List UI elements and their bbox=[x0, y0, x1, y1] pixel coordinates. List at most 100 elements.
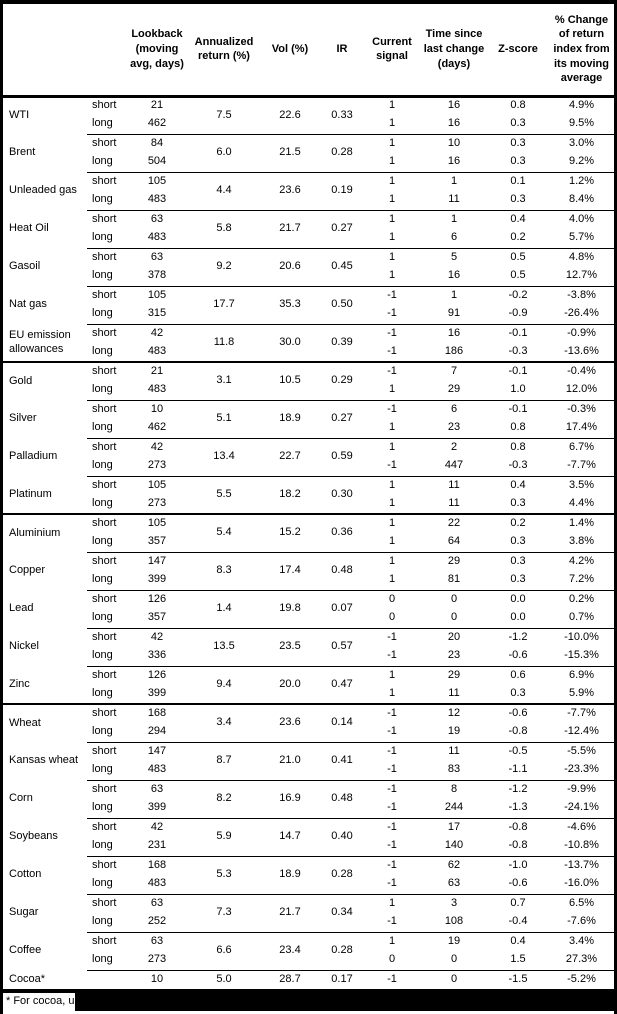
annualized-return-value: 5.4 bbox=[189, 513, 259, 552]
z-score-value: 0.3 bbox=[487, 551, 549, 571]
table-row: long 399 -1 244 -1.3 -24.1% bbox=[3, 799, 614, 818]
lookback-value: 105 bbox=[125, 475, 189, 495]
table-row: Kansas wheat short 147 8.7 21.0 0.41 -1 11 -0.5-… bbox=[3, 741, 614, 780]
lookback-value: 21 bbox=[150, 99, 164, 112]
time-since-value: 64 bbox=[447, 535, 461, 548]
table-row: long 483 1 29 1.0 12.0% bbox=[3, 381, 614, 400]
table-row: long 273 -1 447 -0.3 -7.7% bbox=[3, 457, 614, 476]
table-row: Soybeans short 42 5.9 14.7 0.40 -1 17 -0.8 -4.6% bbox=[3, 817, 614, 856]
leg-label: long bbox=[92, 573, 113, 586]
time-since-value: 244 bbox=[444, 801, 464, 814]
leg-label: short bbox=[87, 665, 125, 685]
pct-change-value: 3.4% bbox=[549, 931, 614, 951]
table-row: long 483 -1 63 -0.6 -16.0% bbox=[3, 875, 614, 894]
commodity-name: Gold bbox=[3, 361, 87, 400]
leg-label: long bbox=[92, 497, 113, 510]
ir-value: 0.41 bbox=[321, 741, 363, 780]
vol-value: 23.6 bbox=[259, 703, 321, 742]
pct-change-value: 9.2% bbox=[568, 155, 595, 168]
lookback-value: 147 bbox=[125, 741, 189, 761]
leg-label: short bbox=[87, 285, 125, 305]
table-row: Copper short 147 8.3 17.4 0.48 1 29 0.3 4.2% bbox=[3, 551, 614, 590]
time-since-value: 11 bbox=[421, 475, 487, 495]
annualized-return-value: 8.7 bbox=[189, 741, 259, 780]
lookback-value: 42 bbox=[125, 817, 189, 837]
col-header-current-signal: Current signal bbox=[363, 4, 421, 98]
z-score-value: 0.2 bbox=[487, 513, 549, 533]
lookback-value: 84 bbox=[125, 133, 189, 153]
leg-label: short bbox=[87, 817, 125, 837]
z-score-value: 0.3 bbox=[487, 133, 549, 153]
time-since-value: 11 bbox=[448, 687, 460, 700]
commodity-name: Corn bbox=[9, 792, 33, 805]
leg-label: short bbox=[87, 399, 125, 419]
ir-value: 0.14 bbox=[321, 703, 363, 742]
commodity-name: Cocoa* bbox=[9, 972, 46, 985]
signal-value: 1 bbox=[363, 551, 421, 571]
table-row: long 483 -1 186 -0.3 -13.6% bbox=[3, 343, 614, 362]
table-row: long 378 1 16 0.5 12.7% bbox=[3, 267, 614, 286]
z-score-value: -1.0 bbox=[487, 855, 549, 875]
annualized-return-value: 5.1 bbox=[189, 399, 259, 438]
annualized-return-value: 4.4 bbox=[189, 171, 259, 210]
signal-value: 1 bbox=[388, 99, 396, 112]
leg-label: short bbox=[87, 475, 125, 495]
table-row: long 504 1 16 0.3 9.2% bbox=[3, 153, 614, 172]
pct-change-value: 12.7% bbox=[565, 269, 598, 282]
table-row: long 357 1 64 0.3 3.8% bbox=[3, 533, 614, 552]
z-score-value: -0.4 bbox=[508, 915, 528, 928]
z-score-value: -1.3 bbox=[508, 801, 528, 814]
pct-change-value: 6.7% bbox=[549, 437, 614, 457]
time-since-value: 91 bbox=[447, 307, 461, 320]
time-since-value: 12 bbox=[421, 703, 487, 723]
z-score-value: -0.6 bbox=[487, 703, 549, 723]
pct-change-value: -10.8% bbox=[564, 839, 599, 852]
leg-label: long bbox=[92, 763, 113, 776]
lookback-value: 483 bbox=[147, 345, 167, 358]
lookback-value: 483 bbox=[147, 231, 167, 244]
time-since-value: 16 bbox=[447, 155, 461, 168]
time-since-value: 62 bbox=[421, 855, 487, 875]
commodity-name: Gasoil bbox=[9, 260, 41, 273]
z-score-value: -0.1 bbox=[487, 361, 549, 381]
pct-change-value: -13.6% bbox=[564, 345, 599, 358]
table-row: long 357 0 0 0.0 0.7% bbox=[3, 609, 614, 628]
time-since-value: 23 bbox=[447, 421, 461, 434]
lookback-value: 126 bbox=[125, 589, 189, 609]
pct-change-value: 0.7% bbox=[568, 611, 595, 624]
annualized-return-value: 9.2 bbox=[189, 247, 259, 286]
signal-value: -1 bbox=[363, 779, 421, 799]
lookback-value: 483 bbox=[147, 383, 167, 396]
col-header-z-score: Z-score bbox=[487, 4, 549, 98]
table-row: Unleaded gas short 105 4.4 23.6 0.19 1 1 0.1 1.2% bbox=[3, 171, 614, 210]
table-row: Brent short 84 6.0 21.5 0.28 1 10 0.3 3.0% bbox=[3, 133, 614, 172]
leg-label: long bbox=[92, 383, 113, 396]
leg-label: long bbox=[92, 345, 113, 358]
time-since-value: 6 bbox=[450, 231, 458, 244]
table-row: long 231 -1 140 -0.8 -10.8% bbox=[3, 837, 614, 856]
vol-value: 16.9 bbox=[259, 779, 321, 818]
table-row: Cocoa* 10 5.0 28.7 0.17 -1 0 -1.5 -5.2% bbox=[3, 969, 614, 989]
time-since-value: 17 bbox=[421, 817, 487, 837]
table-row: Sugar short 63 7.3 21.7 0.34 1 3 0.7 6.5% bbox=[3, 893, 614, 932]
lookback-value: 252 bbox=[147, 915, 167, 928]
leg-label: long bbox=[92, 953, 113, 966]
leg-label: short bbox=[92, 99, 117, 112]
col-header-ir: IR bbox=[321, 4, 363, 98]
signal-value: 1 bbox=[363, 475, 421, 495]
pct-change-value: 7.2% bbox=[568, 573, 595, 586]
signal-value: -1 bbox=[387, 839, 397, 852]
annualized-return-value: 1.4 bbox=[189, 589, 259, 628]
leg-label: short bbox=[87, 133, 125, 153]
leg-label: short bbox=[87, 209, 125, 229]
ir-value: 0.47 bbox=[321, 665, 363, 704]
table-row: Lead short 126 1.4 19.8 0.07 0 0 0.0 0.2% bbox=[3, 589, 614, 628]
table-row: Silver short 10 5.1 18.9 0.27 -1 6 -0.1 -0.3% bbox=[3, 399, 614, 438]
ir-value: 0.07 bbox=[321, 589, 363, 628]
ir-value: 0.48 bbox=[321, 551, 363, 590]
pct-change-value: -10.0% bbox=[549, 627, 614, 647]
time-since-value: 11 bbox=[448, 497, 460, 510]
z-score-value: 0.3 bbox=[510, 117, 526, 130]
annualized-return-value: 3.1 bbox=[189, 361, 259, 400]
commodity-name: Sugar bbox=[9, 906, 39, 919]
